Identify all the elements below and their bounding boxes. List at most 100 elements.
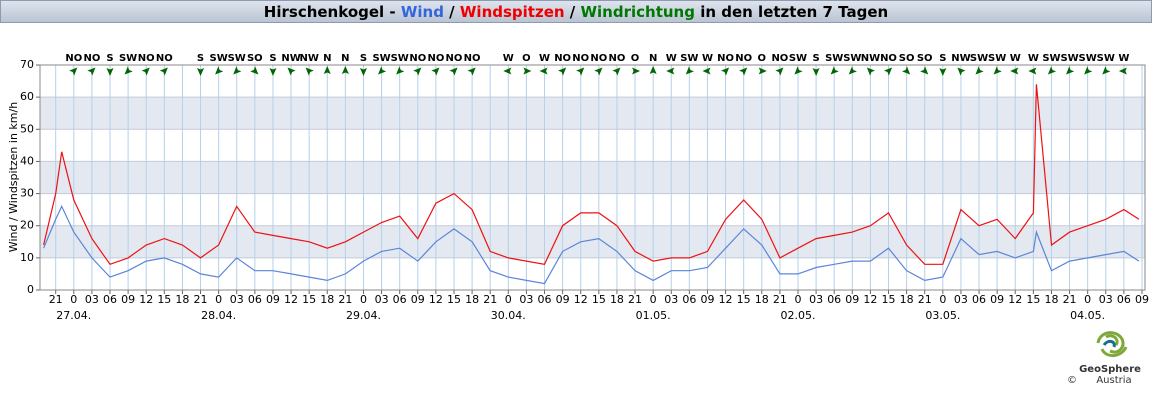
x-tick-label: 06 <box>682 293 696 306</box>
title-part: Windrichtung <box>581 3 695 21</box>
x-tick-label: 12 <box>863 293 877 306</box>
x-tick-label: 15 <box>1026 293 1040 306</box>
wind-direction-label: NO <box>138 53 155 64</box>
logo-sub: Austria <box>1096 375 1131 386</box>
wind-direction-arrow <box>197 68 205 76</box>
arrow-shape <box>233 66 242 75</box>
arrow-shape <box>396 66 405 75</box>
x-tick-label: 18 <box>1044 293 1058 306</box>
wind-direction-arrow <box>106 68 114 76</box>
title-part: / <box>444 3 460 21</box>
x-tick-label: 0 <box>215 293 222 306</box>
x-tick-label: 0 <box>1084 293 1091 306</box>
wind-direction-arrow <box>558 67 567 76</box>
wind-direction-arrow <box>215 66 224 75</box>
arrow-shape <box>503 67 512 75</box>
title-part: in den letzten 7 Tagen <box>695 3 888 21</box>
arrow-shape <box>830 66 839 75</box>
title-part: Hirschenkogel - <box>264 3 401 21</box>
title-part: / <box>565 3 581 21</box>
wind-direction-arrow <box>866 67 876 76</box>
wind-direction-label: S <box>812 53 819 64</box>
wind-direction-label: SW <box>391 53 409 64</box>
wind-direction-label: NO <box>771 53 788 64</box>
arrow-shape <box>1028 67 1037 75</box>
day-label: 28.04. <box>201 309 236 322</box>
wind-direction-arrow <box>1066 66 1075 75</box>
wind-direction-arrow <box>1118 67 1127 75</box>
x-tick-label: 06 <box>1117 293 1131 306</box>
wind-direction-label: SW <box>210 53 228 64</box>
x-tick-label: 0 <box>70 293 77 306</box>
wind-direction-arrow <box>993 66 1002 75</box>
logo-swirl <box>1102 339 1116 348</box>
day-label: 01.05. <box>636 309 671 322</box>
arrow-shape <box>197 68 205 76</box>
day-label: 04.05. <box>1070 309 1105 322</box>
logo-name: GeoSphere <box>1079 364 1141 375</box>
x-tick-label: 09 <box>266 293 280 306</box>
wind-direction-arrow <box>305 67 314 76</box>
x-tick-label: 18 <box>610 293 624 306</box>
x-tick-label: 03 <box>664 293 678 306</box>
x-tick-label: 0 <box>360 293 367 306</box>
wind-direction-label: NO <box>464 53 481 64</box>
arrow-shape <box>558 67 567 76</box>
x-tick-label: 03 <box>954 293 968 306</box>
day-label: 30.04. <box>491 309 526 322</box>
wind-direction-label: S <box>106 53 113 64</box>
wind-direction-label: NO <box>717 53 734 64</box>
day-label: 29.04. <box>346 309 381 322</box>
wind-direction-label: SO <box>917 53 933 64</box>
arrow-shape <box>378 66 387 75</box>
x-tick-label: 06 <box>538 293 552 306</box>
wind-direction-label: S <box>269 53 276 64</box>
arrow-shape <box>124 66 133 75</box>
wind-direction-label: S <box>939 53 946 64</box>
wind-direction-label: W <box>503 53 514 64</box>
plot-area <box>36 64 1146 294</box>
line-series <box>43 84 1140 266</box>
x-tick-label: 21 <box>49 293 63 306</box>
wind-direction-label: NO <box>609 53 626 64</box>
arrow-shape <box>215 66 224 75</box>
x-tick-label: 0 <box>939 293 946 306</box>
x-tick-label: 03 <box>809 293 823 306</box>
x-tick-label: 21 <box>918 293 932 306</box>
x-tick-label: 18 <box>175 293 189 306</box>
arrow-shape <box>539 67 548 75</box>
arrow-shape <box>702 67 711 75</box>
wind-direction-arrow <box>323 66 331 74</box>
x-tick-label: 21 <box>483 293 497 306</box>
wind-direction-label: NO <box>554 53 571 64</box>
x-tick-label: 12 <box>1008 293 1022 306</box>
wind-direction-arrow <box>794 66 803 75</box>
x-tick-label: 15 <box>302 293 316 306</box>
wind-direction-label: NW <box>861 53 880 64</box>
wind-direction-arrow <box>702 67 711 75</box>
y-tick-label: 60 <box>20 90 34 103</box>
x-tick-label: 0 <box>794 293 801 306</box>
arrow-shape <box>775 67 784 76</box>
x-tick-label: 21 <box>1063 293 1077 306</box>
arrow-shape <box>758 67 767 75</box>
arrow-shape <box>812 68 820 76</box>
wind-direction-arrow <box>124 66 133 75</box>
arrow-shape <box>449 67 458 76</box>
arrow-shape <box>250 66 259 75</box>
wind-direction-label: SW <box>825 53 843 64</box>
x-tick-label: 03 <box>230 293 244 306</box>
title-part: Wind <box>401 3 444 21</box>
arrow-shape <box>794 66 803 75</box>
arrow-shape <box>141 67 150 76</box>
arrow-shape <box>305 67 314 76</box>
wind-direction-arrow <box>413 67 422 76</box>
x-tick-label: 15 <box>447 293 461 306</box>
arrow-shape <box>431 67 440 76</box>
wind-direction-arrow <box>649 66 657 74</box>
wind-direction-arrow <box>141 67 150 76</box>
arrow-shape <box>720 67 730 76</box>
wind-direction-arrow <box>159 67 168 76</box>
arrow-shape <box>106 68 114 76</box>
wind-direction-arrow <box>1010 67 1019 75</box>
